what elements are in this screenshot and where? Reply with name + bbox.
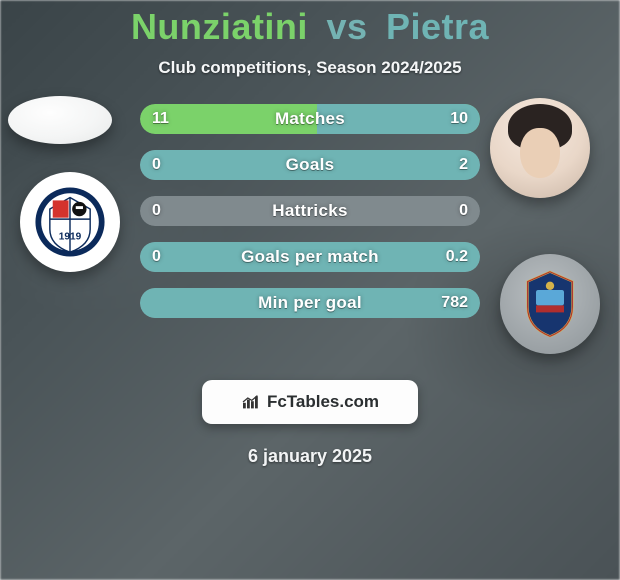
- player1-club-badge: 1919: [20, 172, 120, 272]
- title-player1: Nunziatini: [131, 6, 308, 47]
- stat-row: 00Hattricks: [140, 196, 480, 226]
- stat-row: 782Min per goal: [140, 288, 480, 318]
- svg-text:1919: 1919: [59, 231, 82, 242]
- page-title: Nunziatini vs Pietra: [0, 0, 620, 48]
- player2-avatar: [490, 98, 590, 198]
- stat-label: Goals: [140, 150, 480, 180]
- stat-label: Hattricks: [140, 196, 480, 226]
- brand-badge[interactable]: FcTables.com: [202, 380, 418, 424]
- bar-chart-icon: [241, 394, 261, 410]
- club-crest-right-icon: [521, 269, 579, 339]
- title-vs: vs: [326, 6, 367, 47]
- stat-label: Matches: [140, 104, 480, 134]
- stat-label: Goals per match: [140, 242, 480, 272]
- player1-avatar: [8, 96, 112, 144]
- subtitle: Club competitions, Season 2024/2025: [0, 58, 620, 78]
- stat-row: 00.2Goals per match: [140, 242, 480, 272]
- stat-row: 1110Matches: [140, 104, 480, 134]
- stat-row: 02Goals: [140, 150, 480, 180]
- club-crest-left-icon: 1919: [34, 186, 106, 258]
- stat-label: Min per goal: [140, 288, 480, 318]
- date-text: 6 january 2025: [0, 446, 620, 467]
- title-player2: Pietra: [386, 6, 489, 47]
- player2-club-badge: [500, 254, 600, 354]
- brand-text: FcTables.com: [267, 392, 379, 412]
- comparison-bars: 1110Matches 02Goals 00Hattricks 00.2Goals p…: [140, 104, 480, 334]
